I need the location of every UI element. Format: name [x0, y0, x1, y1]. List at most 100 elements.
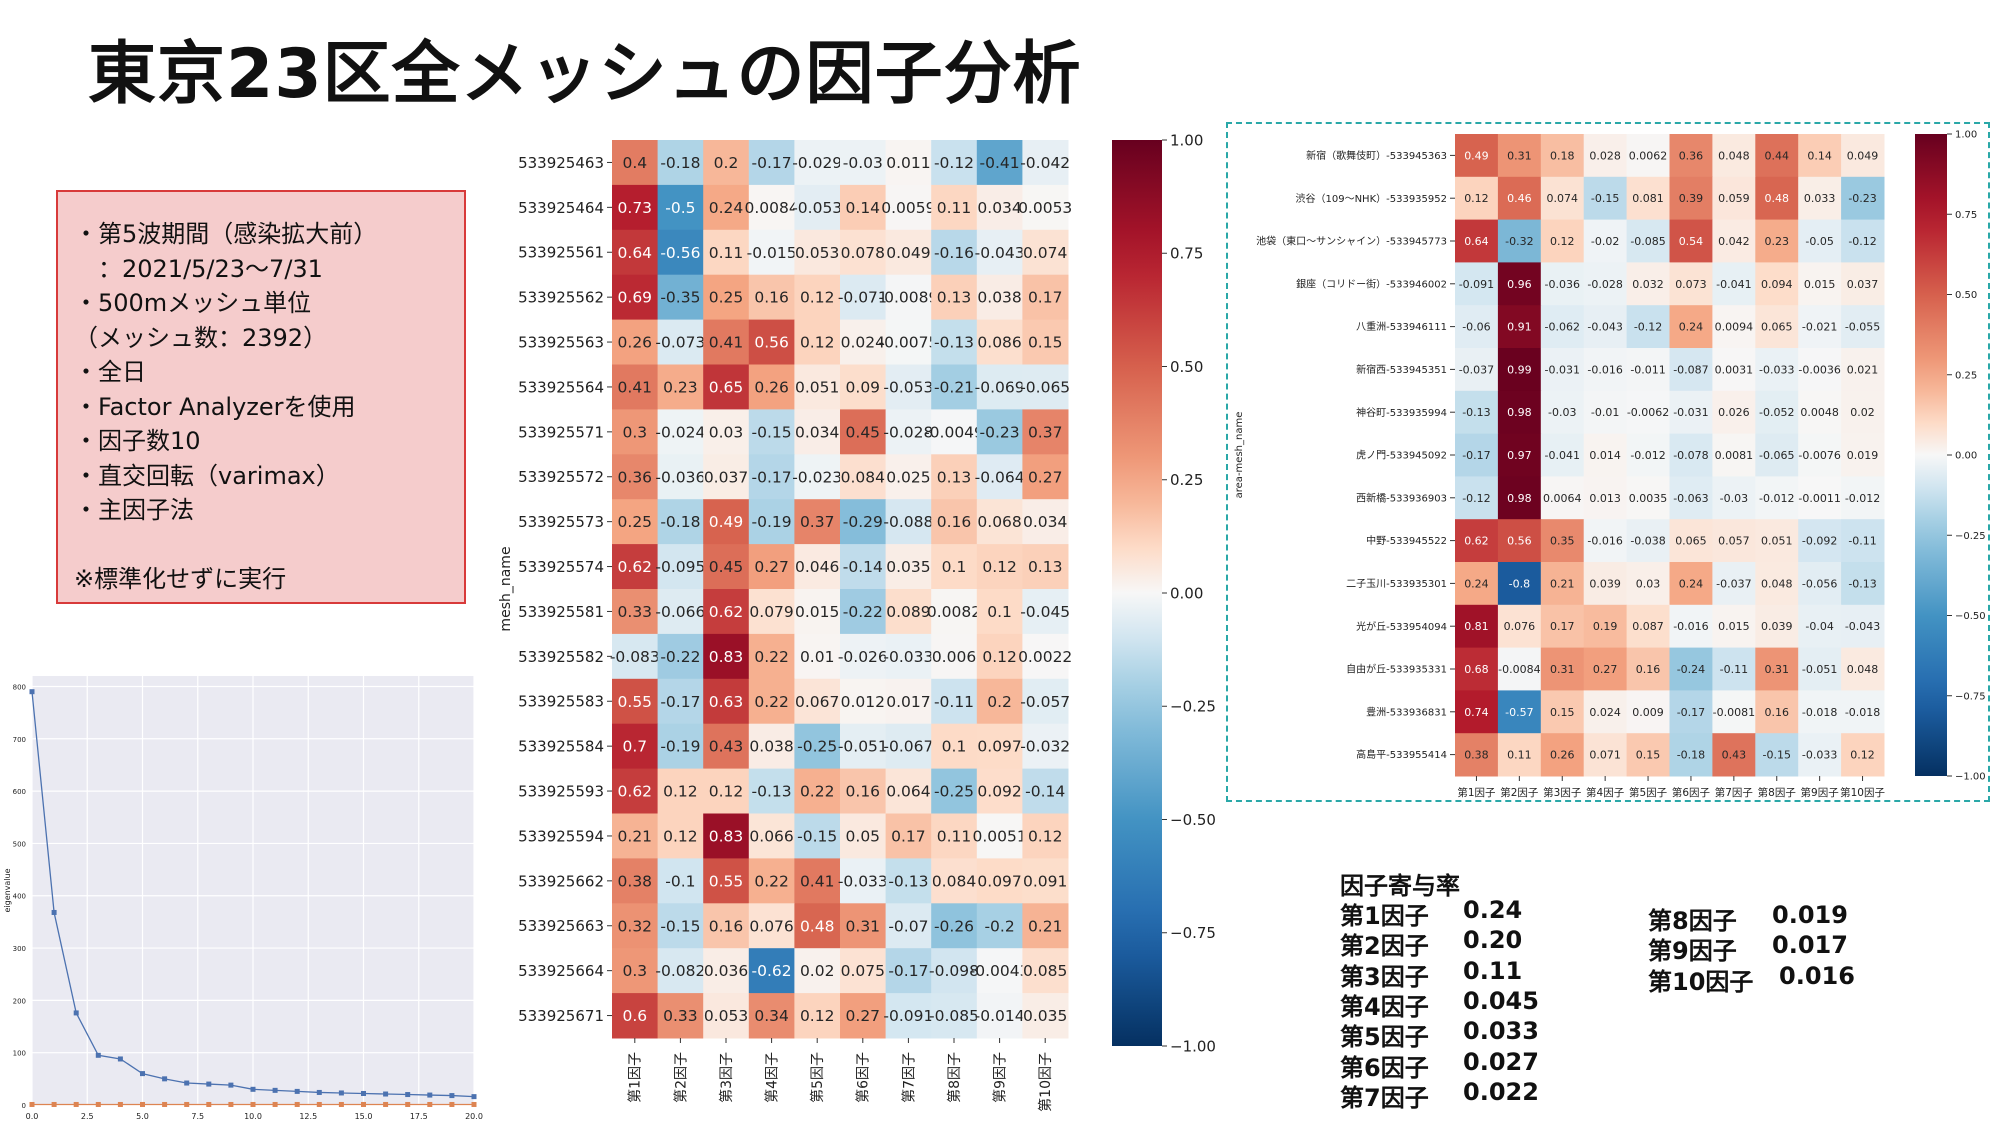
heatmap-cell: [885, 364, 932, 410]
heatmap-cell: [703, 678, 750, 725]
cell-label: 0.049: [886, 244, 930, 262]
cell-label: -0.042: [1020, 154, 1070, 172]
cell-label: 0.012: [841, 693, 885, 711]
cell-label: 0.22: [754, 693, 789, 711]
cell-label: 0.6: [622, 1007, 647, 1025]
heatmap-cell: [976, 229, 1023, 276]
series-point: [294, 1088, 300, 1094]
heatmap-cell: [657, 858, 704, 904]
heatmap-cell: [657, 813, 704, 859]
series-point: [383, 1091, 389, 1097]
heatmap-cell: [612, 544, 659, 590]
cell-label: 0.13: [1028, 558, 1063, 576]
cell-label: -0.17: [752, 154, 792, 172]
heatmap-cell: [1022, 274, 1069, 321]
series-point: [95, 1101, 101, 1107]
cell-label: -0.23: [980, 423, 1020, 441]
cell-label: -0.5: [665, 199, 695, 217]
heatmap-cell: [1022, 903, 1069, 949]
column-label: 第9因子: [992, 1052, 1009, 1103]
cell-label: 0.16: [709, 917, 744, 935]
heatmap-cell: [976, 948, 1023, 994]
heatmap-cell: [794, 184, 841, 231]
row-label: 533925594: [518, 827, 604, 845]
x-tick-label: 0.0: [26, 1112, 39, 1121]
cell-label: -0.024: [655, 423, 705, 441]
heatmap-cell: [657, 499, 704, 545]
cell-label: -0.13: [934, 334, 974, 352]
x-tick-label: 20.0: [465, 1112, 483, 1121]
heatmap-cell: [840, 858, 887, 904]
y-tick-label: 300: [13, 945, 26, 953]
heatmap-cell: [703, 319, 750, 365]
heatmap-cell: [612, 409, 659, 455]
heatmap-cell: [1022, 229, 1069, 276]
heatmap-cell: [1022, 184, 1069, 231]
heatmap-cell: [885, 544, 932, 590]
series-point: [250, 1101, 256, 1107]
heatmap-cell: [885, 319, 932, 365]
cell-label: 0.27: [846, 1007, 881, 1025]
heatmap-cell: [840, 319, 887, 365]
heatmap-cell: [748, 184, 795, 231]
cell-label: 0.26: [754, 379, 789, 397]
heatmap-cell: [794, 274, 841, 321]
series-point: [471, 1101, 477, 1107]
series-point: [29, 1101, 35, 1107]
series-point: [272, 1087, 278, 1093]
cell-label: 0.69: [618, 289, 653, 307]
cell-label: -0.15: [752, 423, 792, 441]
column-label: 第2因子: [672, 1052, 689, 1103]
y-tick-label: 800: [13, 683, 26, 691]
cell-label: 0.015: [795, 603, 839, 621]
contribution-label: 第3因子: [1340, 962, 1429, 991]
row-label: 533925572: [518, 468, 604, 486]
heatmap-cell: [748, 813, 795, 859]
heatmap-cell: [748, 319, 795, 365]
heatmap-cell: [976, 274, 1023, 321]
condition-line: ・主因子法: [74, 496, 194, 524]
column-label: 第10因子: [1037, 1052, 1054, 1112]
heatmap-cell: [657, 364, 704, 410]
heatmap-cell: [931, 903, 978, 949]
cell-label: 0.12: [982, 648, 1017, 666]
cell-label: -0.11: [934, 693, 974, 711]
contribution-label: 第9因子: [1648, 937, 1737, 966]
heatmap-cell: [931, 319, 978, 365]
cell-label: 0.0022: [1018, 648, 1072, 666]
cell-label: 0.053: [704, 1007, 748, 1025]
heatmap-cell: [612, 633, 659, 680]
heatmap-cell: [612, 454, 659, 500]
heatmap-cell: [748, 589, 795, 635]
cell-label: -0.073: [655, 334, 705, 352]
y-axis-label: eigenvalue: [3, 868, 12, 912]
condition-line: ：2021/5/23〜7/31: [74, 254, 323, 283]
cell-label: 0.046: [795, 558, 839, 576]
heatmap-cell: [748, 454, 795, 500]
heatmap-cell: [976, 903, 1023, 949]
cell-label: -0.014: [975, 1007, 1025, 1025]
y-tick-label: 400: [13, 893, 26, 901]
condition-line: ・第5波期間（感染拡大前）: [74, 220, 378, 248]
cell-label: 0.2: [987, 693, 1012, 711]
heatmap-cell: [931, 544, 978, 590]
series-point: [405, 1101, 411, 1107]
condition-line: ・直交回転（varimax）: [74, 461, 340, 490]
series-point: [449, 1101, 455, 1107]
heatmap-cell: [612, 364, 659, 410]
heatmap-cell: [657, 544, 704, 590]
cell-label: 0.035: [1023, 1007, 1067, 1025]
cell-label: 0.12: [709, 783, 744, 801]
heatmap-cell: [840, 993, 887, 1039]
cell-label: 0.25: [709, 289, 744, 307]
contribution-label: 第2因子: [1340, 932, 1429, 961]
heatmap-cell: [976, 723, 1023, 770]
cell-label: -0.057: [1020, 693, 1070, 711]
cell-label: -0.13: [752, 783, 792, 801]
cell-label: 0.13: [937, 289, 972, 307]
heatmap-cell: [931, 274, 978, 321]
cell-label: 0.41: [800, 872, 835, 890]
heatmap-cell: [976, 184, 1023, 231]
cell-label: -0.13: [888, 872, 928, 890]
heatmap-cell: [885, 184, 932, 231]
